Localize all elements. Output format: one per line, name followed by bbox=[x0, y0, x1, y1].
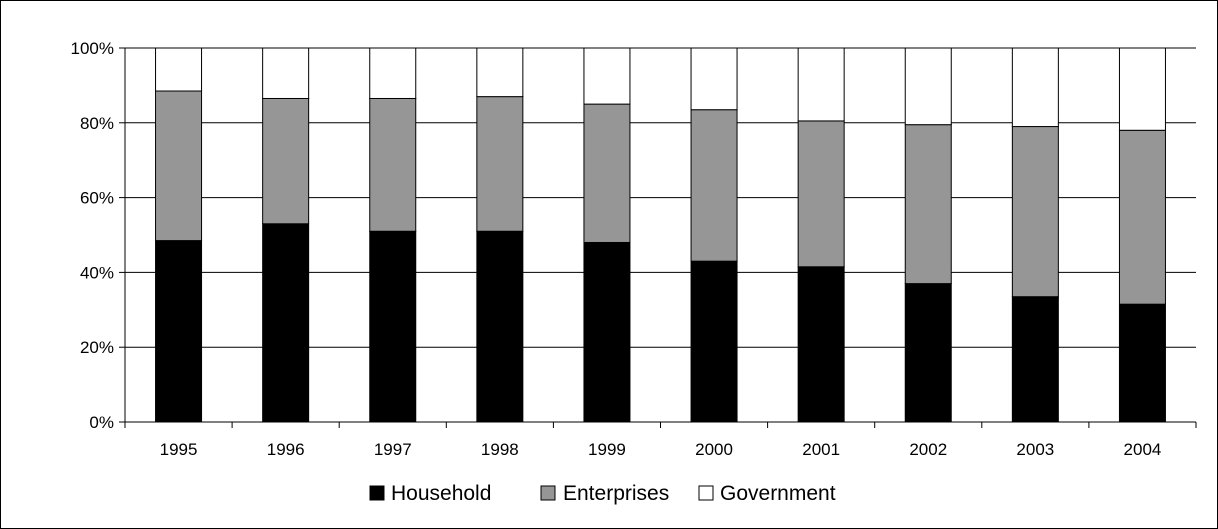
legend-swatch-household bbox=[369, 485, 385, 501]
legend-swatch-enterprises bbox=[540, 485, 556, 501]
bar-segment-household-2002 bbox=[904, 283, 952, 423]
bar-segment-enterprises-1995 bbox=[155, 90, 203, 242]
bar-segment-government-2002 bbox=[904, 47, 952, 126]
bar-segment-enterprises-1997 bbox=[369, 97, 417, 232]
bar-segment-government-2004 bbox=[1118, 47, 1166, 131]
y-tick-label: 0% bbox=[89, 413, 114, 432]
x-tick-label: 2000 bbox=[695, 440, 733, 459]
x-tick-label: 2001 bbox=[802, 440, 840, 459]
x-tick-label: 2004 bbox=[1124, 440, 1162, 459]
bar-segment-household-1995 bbox=[155, 240, 203, 423]
bar-segment-government-1995 bbox=[155, 47, 203, 92]
y-tick-label: 60% bbox=[80, 189, 114, 208]
x-tick-label: 1996 bbox=[267, 440, 305, 459]
bar-segment-enterprises-2002 bbox=[904, 124, 952, 285]
y-tick-label: 40% bbox=[80, 263, 114, 282]
x-tick-label: 1999 bbox=[588, 440, 626, 459]
bar-segment-household-2003 bbox=[1011, 296, 1059, 423]
axes bbox=[119, 47, 1197, 428]
x-tick-label: 1998 bbox=[481, 440, 519, 459]
bar-segment-household-2001 bbox=[797, 266, 845, 423]
x-tick-label: 1997 bbox=[374, 440, 412, 459]
bar-segment-enterprises-1998 bbox=[476, 96, 524, 232]
bar-segment-government-1998 bbox=[476, 47, 524, 98]
bar-segment-household-2000 bbox=[690, 260, 738, 423]
bar-segment-enterprises-2001 bbox=[797, 120, 845, 268]
y-axis-tick-labels: 0% 20% 40% 60% 80% 100% bbox=[71, 39, 114, 432]
legend-label-household: Household bbox=[391, 482, 491, 505]
x-tick-label: 1995 bbox=[160, 440, 198, 459]
bar-segment-government-2000 bbox=[690, 47, 738, 111]
x-axis-tick-labels: 1995 1996 1997 1998 1999 2000 2001 2002 2003 2004 bbox=[160, 440, 1162, 459]
bar-segment-government-2003 bbox=[1011, 47, 1059, 128]
legend-label-enterprises: Enterprises bbox=[563, 482, 669, 505]
bars bbox=[155, 47, 1166, 423]
bar-segment-enterprises-1996 bbox=[262, 97, 310, 225]
x-tick-label: 2002 bbox=[909, 440, 947, 459]
bar-segment-government-1999 bbox=[583, 47, 631, 105]
bar-segment-government-1996 bbox=[262, 47, 310, 99]
bar-segment-household-2004 bbox=[1118, 303, 1166, 423]
y-tick-label: 20% bbox=[80, 338, 114, 357]
bar-segment-enterprises-1999 bbox=[583, 103, 631, 243]
legend-label-government: Government bbox=[720, 482, 836, 505]
bar-segment-household-1998 bbox=[476, 230, 524, 423]
bar-segment-enterprises-2003 bbox=[1011, 126, 1059, 298]
y-tick-label: 80% bbox=[80, 114, 114, 133]
y-tick-label: 100% bbox=[71, 39, 114, 58]
bar-segment-enterprises-2004 bbox=[1118, 129, 1166, 305]
bar-segment-household-1997 bbox=[369, 230, 417, 423]
bar-segment-government-1997 bbox=[369, 47, 417, 99]
bar-segment-household-1999 bbox=[583, 241, 631, 423]
bar-segment-household-1996 bbox=[262, 223, 310, 423]
legend-swatch-government bbox=[698, 485, 714, 501]
bar-segment-government-2001 bbox=[797, 47, 845, 122]
bar-segment-enterprises-2000 bbox=[690, 109, 738, 262]
legend: Household Enterprises Government bbox=[369, 482, 836, 505]
x-tick-label: 2003 bbox=[1016, 440, 1054, 459]
